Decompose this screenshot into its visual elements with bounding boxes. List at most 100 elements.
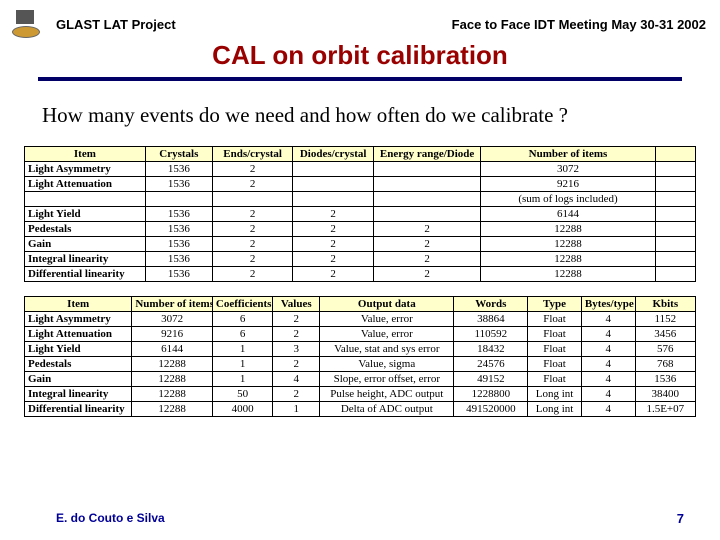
table-cell	[293, 177, 374, 192]
table-cell: 4	[273, 372, 320, 387]
tables-container: ItemCrystalsEnds/crystalDiodes/crystalEn…	[24, 146, 696, 417]
table-cell: 2	[373, 222, 480, 237]
table-cell: Integral linearity	[25, 387, 132, 402]
table-cell: 9216	[481, 177, 655, 192]
table-cell: 1228800	[454, 387, 528, 402]
table-cell: 2	[273, 387, 320, 402]
table-cell: 3072	[132, 312, 213, 327]
table-cell: 2	[212, 267, 293, 282]
column-header: Words	[454, 297, 528, 312]
table-cell: 4	[581, 312, 635, 327]
table-cell: Value, sigma	[320, 357, 454, 372]
table-cell	[655, 177, 695, 192]
table-cell: Gain	[25, 372, 132, 387]
table-cell: 491520000	[454, 402, 528, 417]
table-cell: 2	[273, 357, 320, 372]
table-cell: 12288	[132, 372, 213, 387]
table-row: Light Attenuation153629216	[25, 177, 696, 192]
table-cell: Light Yield	[25, 342, 132, 357]
table-cell	[373, 192, 480, 207]
table-row: Light Asymmetry153623072	[25, 162, 696, 177]
table-cell	[655, 237, 695, 252]
table-cell: 4	[581, 327, 635, 342]
column-header: Coefficients	[212, 297, 272, 312]
column-header: Diodes/crystal	[293, 147, 374, 162]
table-row: (sum of logs included)	[25, 192, 696, 207]
table-cell: Delta of ADC output	[320, 402, 454, 417]
table-cell: 2	[373, 237, 480, 252]
table-cell: Value, error	[320, 327, 454, 342]
table-cell: 1	[273, 402, 320, 417]
column-header: Item	[25, 297, 132, 312]
table-cell: 4	[581, 342, 635, 357]
table-cell: 1.5E+07	[635, 402, 695, 417]
table-cell	[655, 162, 695, 177]
table-row: Light Asymmetry307262Value, error38864Fl…	[25, 312, 696, 327]
table-cell: 6144	[481, 207, 655, 222]
table-cell: 2	[293, 207, 374, 222]
column-header: Energy range/Diode	[373, 147, 480, 162]
table-cell: Integral linearity	[25, 252, 146, 267]
table-cell: 2	[212, 162, 293, 177]
column-header: Ends/crystal	[212, 147, 293, 162]
header-right: Face to Face IDT Meeting May 30-31 2002	[452, 17, 706, 32]
table-cell: 2	[373, 252, 480, 267]
table-cell: 3456	[635, 327, 695, 342]
table-cell: Float	[528, 372, 582, 387]
table-cell: Light Yield	[25, 207, 146, 222]
table-row: Differential linearity153622212288	[25, 267, 696, 282]
table-cell: Float	[528, 327, 582, 342]
table-cell: 6	[212, 327, 272, 342]
table-cell: 1	[212, 342, 272, 357]
items-table-2: ItemNumber of itemsCoefficientsValuesOut…	[24, 296, 696, 417]
table-cell: 38400	[635, 387, 695, 402]
table-cell: 4	[581, 387, 635, 402]
table-cell	[655, 222, 695, 237]
table-cell: 110592	[454, 327, 528, 342]
table-row: Pedestals153622212288	[25, 222, 696, 237]
table-cell: 3072	[481, 162, 655, 177]
table-cell: Slope, error offset, error	[320, 372, 454, 387]
table-row: Light Yield1536226144	[25, 207, 696, 222]
table-cell	[655, 192, 695, 207]
table-cell: 1536	[635, 372, 695, 387]
slide-footer: E. do Couto e Silva 7	[0, 511, 720, 526]
table-cell: 1	[212, 357, 272, 372]
table-cell	[373, 207, 480, 222]
table-cell	[655, 207, 695, 222]
table-cell: 576	[635, 342, 695, 357]
column-header: Type	[528, 297, 582, 312]
table-cell: 1536	[145, 207, 212, 222]
table-cell	[655, 267, 695, 282]
table-cell: 1536	[145, 222, 212, 237]
table-cell	[212, 192, 293, 207]
column-header	[655, 147, 695, 162]
table-cell: Long int	[528, 402, 582, 417]
table-cell: Light Attenuation	[25, 327, 132, 342]
table-cell: 24576	[454, 357, 528, 372]
table-cell: 4	[581, 357, 635, 372]
title-rule	[38, 77, 682, 81]
column-header: Bytes/type	[581, 297, 635, 312]
table-cell: 2	[212, 237, 293, 252]
slide-number: 7	[677, 511, 684, 526]
footer-author: E. do Couto e Silva	[56, 511, 165, 526]
items-table-1: ItemCrystalsEnds/crystalDiodes/crystalEn…	[24, 146, 696, 282]
table-cell: 2	[293, 267, 374, 282]
header-left: GLAST LAT Project	[56, 17, 176, 32]
table-cell: 1536	[145, 177, 212, 192]
table-cell: Float	[528, 342, 582, 357]
column-header: Number of items	[481, 147, 655, 162]
table-row: Integral linearity12288502Pulse height, …	[25, 387, 696, 402]
table-cell: 1536	[145, 267, 212, 282]
table-cell: Float	[528, 312, 582, 327]
table-cell: 12288	[481, 252, 655, 267]
table-cell: Gain	[25, 237, 146, 252]
column-header: Values	[273, 297, 320, 312]
table-cell: Light Asymmetry	[25, 312, 132, 327]
table-cell: 1	[212, 372, 272, 387]
table-cell: 2	[293, 222, 374, 237]
table-cell	[145, 192, 212, 207]
column-header: Item	[25, 147, 146, 162]
table-cell: 2	[212, 252, 293, 267]
